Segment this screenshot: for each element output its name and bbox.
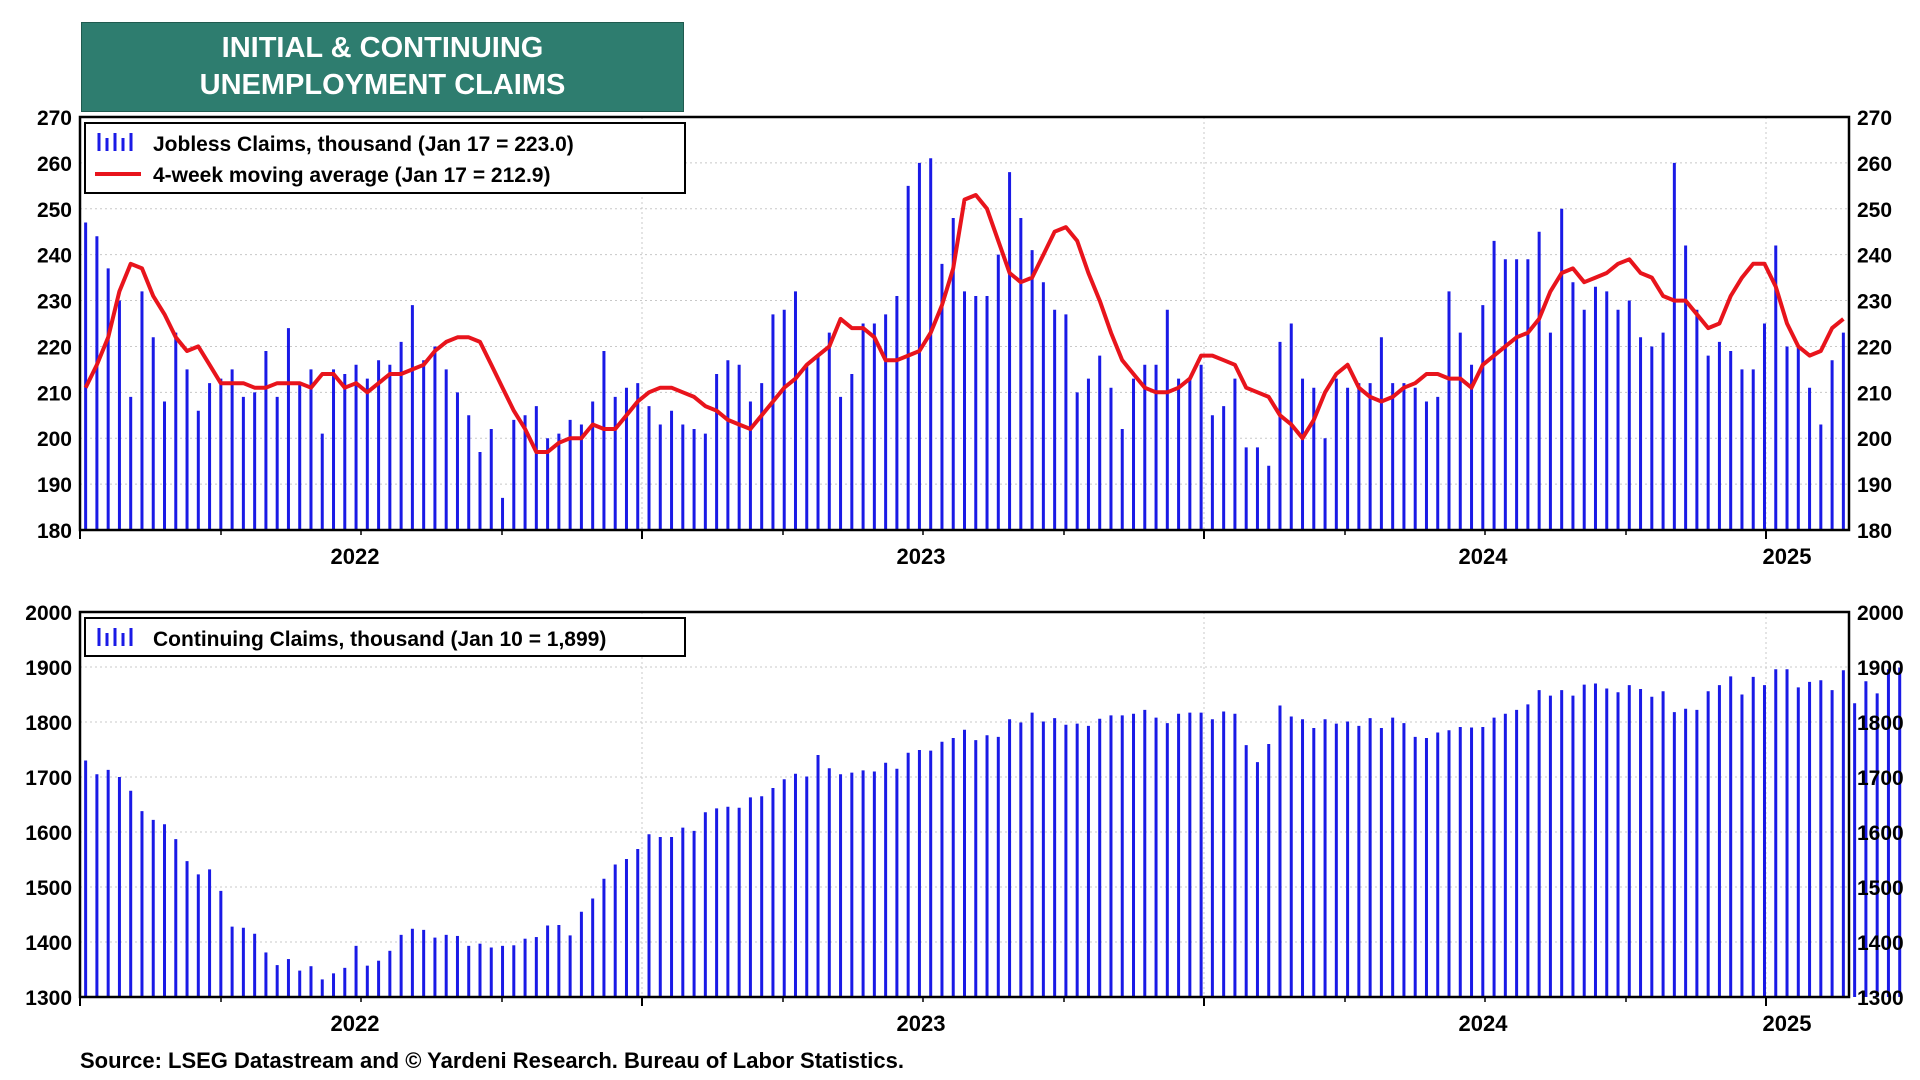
- y-tick-label-left: 220: [37, 336, 72, 359]
- y-tick-label-right: 1900: [1857, 657, 1904, 680]
- y-tick-label-right: 250: [1857, 199, 1892, 222]
- y-tick-label-right: 190: [1857, 474, 1892, 497]
- chart-title-line-1: INITIAL & CONTINUING: [221, 32, 544, 64]
- y-tick-label-right: 210: [1857, 382, 1892, 405]
- y-tick-label-right: 1500: [1857, 877, 1904, 900]
- y-tick-label-left: 2000: [25, 602, 72, 625]
- x-tick-label: 2024: [1459, 1011, 1509, 1036]
- y-tick-label-left: 200: [37, 428, 72, 451]
- y-tick-label-left: 210: [37, 382, 72, 405]
- y-tick-label-right: 240: [1857, 245, 1892, 268]
- source-note: Source: LSEG Datastream and © Yardeni Re…: [80, 1048, 904, 1073]
- chart-title-line-2: UNEMPLOYMENT CLAIMS: [199, 69, 566, 101]
- x-tick-label: 2025: [1763, 544, 1812, 569]
- y-tick-label-right: 1600: [1857, 822, 1904, 845]
- y-tick-label-right: 1700: [1857, 767, 1904, 790]
- plot-frame: [78, 115, 1851, 532]
- y-tick-label-right: 200: [1857, 428, 1892, 451]
- x-tick-label: 2022: [331, 1011, 380, 1036]
- y-tick-label-left: 1500: [25, 877, 72, 900]
- legend-entry-2: 4-week moving average (Jan 17 = 212.9): [153, 164, 550, 187]
- legend-box: [84, 122, 686, 194]
- x-tick-label: 2022: [331, 544, 380, 569]
- plot-frame: [78, 610, 1851, 999]
- x-tick-label: 2024: [1459, 544, 1509, 569]
- y-tick-label-right: 180: [1857, 520, 1892, 543]
- y-tick-label-left: 1900: [25, 657, 72, 680]
- y-tick-label-left: 270: [37, 107, 72, 130]
- legend-box: [84, 617, 686, 657]
- y-tick-label-left: 1800: [25, 712, 72, 735]
- y-tick-label-right: 270: [1857, 107, 1892, 130]
- x-tick-label: 2025: [1763, 1011, 1812, 1036]
- y-tick-label-left: 230: [37, 291, 72, 314]
- y-tick-label-right: 230: [1857, 291, 1892, 314]
- y-tick-label-left: 260: [37, 153, 72, 176]
- y-tick-label-left: 180: [37, 520, 72, 543]
- y-tick-label-left: 1600: [25, 822, 72, 845]
- moving-average-line: [83, 193, 1845, 454]
- y-tick-label-right: 260: [1857, 153, 1892, 176]
- y-tick-label-left: 1700: [25, 767, 72, 790]
- legend-entry-1: Continuing Claims, thousand (Jan 10 = 1,…: [153, 628, 606, 651]
- y-tick-label-left: 250: [37, 199, 72, 222]
- y-tick-label-left: 1300: [25, 987, 72, 1010]
- chart-panel-2: 1300 1300 1400 1400 1500 1500 1600 1600 1700 1700…: [25, 602, 1903, 1036]
- x-tick-label: 2023: [897, 544, 946, 569]
- y-tick-label-left: 190: [37, 474, 72, 497]
- y-tick-label-right: 220: [1857, 336, 1892, 359]
- y-tick-label-right: 1800: [1857, 712, 1904, 735]
- y-tick-label-right: 1300: [1857, 987, 1904, 1010]
- y-tick-label-right: 1400: [1857, 932, 1904, 955]
- legend-entry-1: Jobless Claims, thousand (Jan 17 = 223.0…: [153, 133, 574, 156]
- y-tick-label-left: 240: [37, 245, 72, 268]
- chart-title-box: INITIAL & CONTINUING UNEMPLOYMENT CLAIMS: [81, 22, 684, 112]
- chart-panel-1: 180 180 190 190 200 200 210 210 220 220 230 230 240 2…: [37, 107, 1892, 569]
- y-tick-label-left: 1400: [25, 932, 72, 955]
- y-tick-label-right: 2000: [1857, 602, 1904, 625]
- x-tick-label: 2023: [897, 1011, 946, 1036]
